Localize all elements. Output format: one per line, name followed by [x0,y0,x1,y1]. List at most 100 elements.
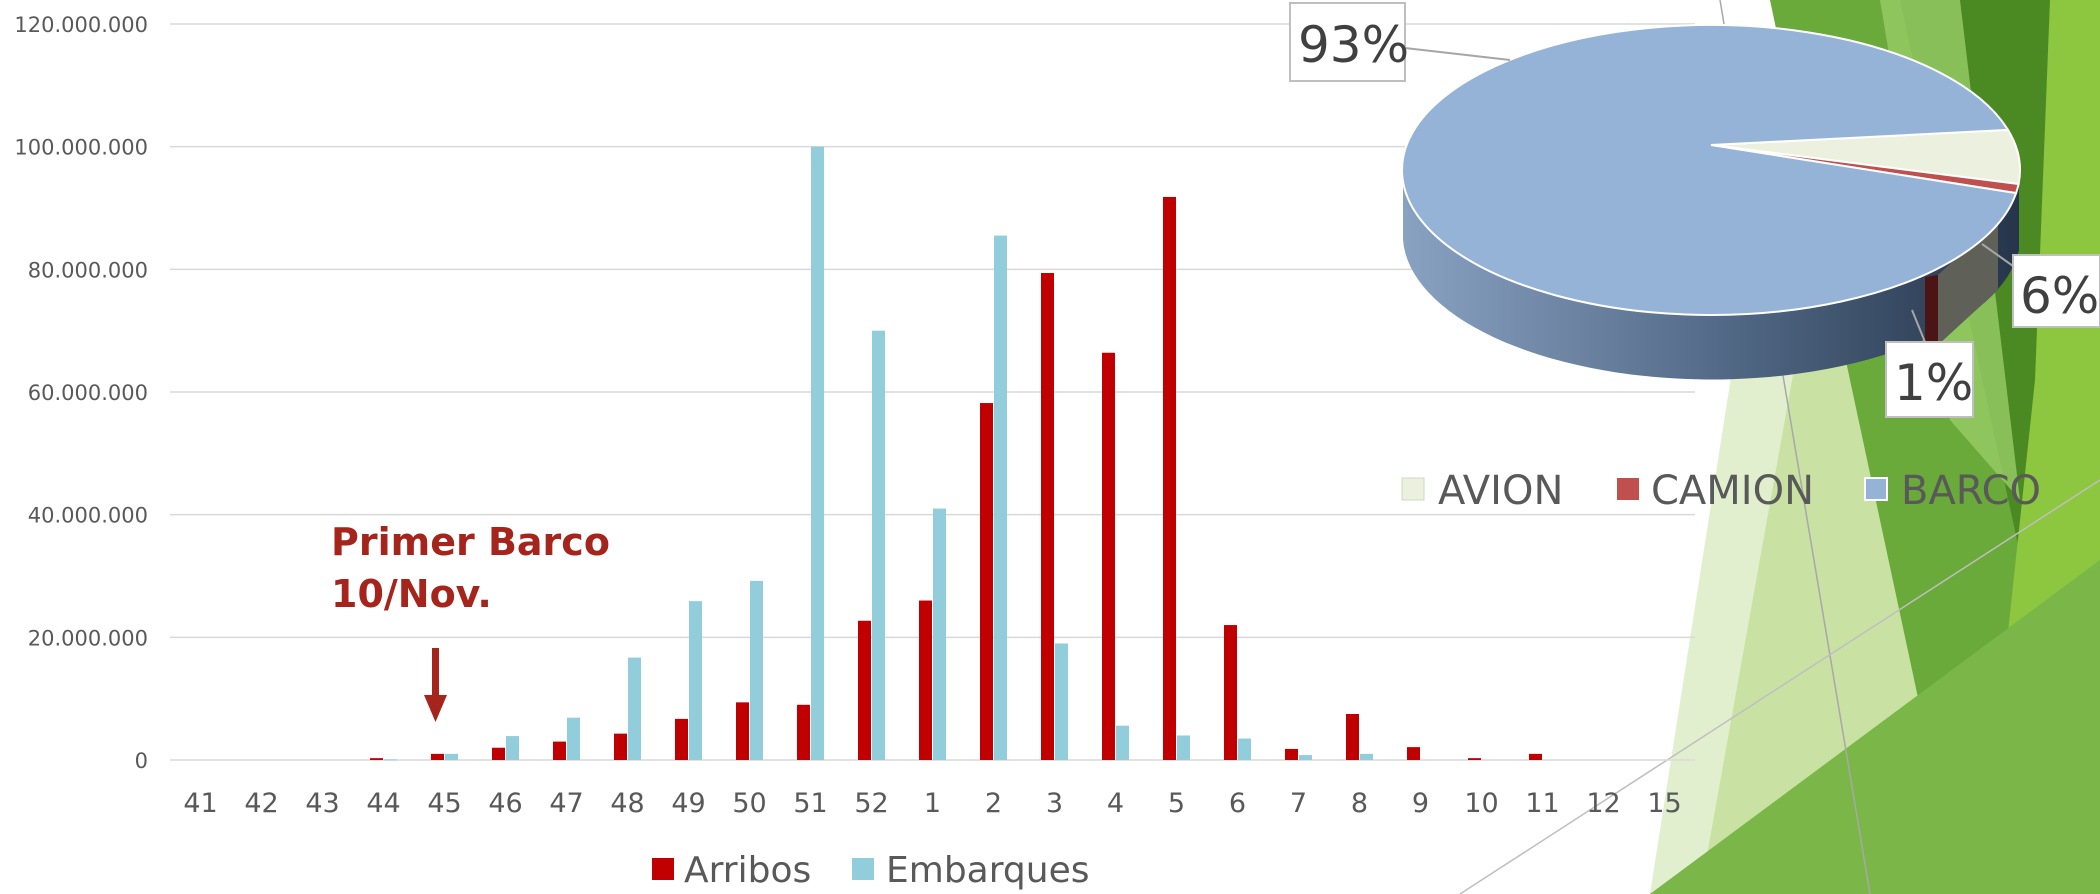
y-tick-label: 100.000.000 [14,136,148,160]
bar-arribos-52 [858,620,871,760]
bar-arribos-4 [1102,352,1115,760]
x-tick-label: 46 [488,788,522,819]
x-tick-label: 12 [1586,788,1620,819]
y-axis-labels: 0 20.000.000 40.000.000 60.000.000 80.000.00… [14,13,148,773]
bar-arribos-10 [1468,758,1481,760]
x-tick-label: 2 [985,788,1002,819]
x-tick-label: 47 [549,788,583,819]
deco-lower-panel [1650,560,2100,894]
x-tick-label: 49 [671,788,705,819]
bar-arribos-11 [1529,753,1542,760]
x-tick-label: 10 [1464,788,1498,819]
x-tick-label: 41 [183,788,217,819]
legend-label-embarques: Embarques [886,850,1089,891]
down-arrow-icon [424,648,447,722]
bar-embarques-1 [933,508,946,760]
bar-embarques-50 [750,580,763,760]
label-box-camion [1885,341,1974,418]
legend-swatch-camion [1617,478,1639,500]
x-tick-label: 5 [1168,788,1185,819]
x-tick-label: 48 [610,788,644,819]
bar-embarques-49 [689,601,702,760]
bar-arribos-3 [1041,273,1054,760]
bar-embarques-52 [872,330,885,760]
pie-side-camion [1925,275,1938,347]
x-tick-label: 7 [1290,788,1307,819]
x-tick-label: 45 [427,788,461,819]
leader-barco [1404,47,1511,61]
pie-side-avion [1938,220,1998,345]
bar-embarques-2 [994,235,1007,761]
leader-avion [1981,243,2014,267]
bar-embarques-7 [1299,755,1312,760]
pie-label-barco: 93% [1298,16,1409,74]
bar-arribos-45 [431,753,444,760]
pie-3d-body [1403,170,2019,380]
bar-arribos-47 [553,741,566,760]
annotation-primer-barco: Primer Barco 10/Nov. [331,520,610,722]
legend-label-camion: CAMION [1651,468,1814,514]
gridlines [170,23,1695,761]
x-tick-label: 4 [1107,788,1124,819]
y-tick-label: 60.000.000 [28,381,148,405]
x-tick-label: 51 [793,788,827,819]
deco-thin-line-2 [1459,479,2100,894]
x-tick-label: 44 [366,788,400,819]
annotation-line-2: 10/Nov. [331,572,492,616]
bar-arribos-7 [1285,748,1298,760]
x-tick-label: 11 [1525,788,1559,819]
legend-label-barco: BARCO [1901,468,2041,514]
bar-embarques-6 [1238,738,1251,760]
x-tick-label: 3 [1046,788,1063,819]
bar-embarques-4 [1116,725,1129,760]
x-tick-label: 42 [244,788,278,819]
x-tick-label: 50 [732,788,766,819]
bar-arribos-1 [919,600,932,760]
legend-label-avion: AVION [1438,468,1563,514]
bar-embarques-3 [1055,643,1068,760]
legend-swatch-arribos [652,858,674,880]
label-box-barco [1289,2,1406,82]
pie-top [1401,24,2022,316]
bar-series [370,146,1542,761]
bar-arribos-49 [675,718,688,760]
bar-embarques-5 [1177,735,1190,760]
x-tick-label: 15 [1647,788,1681,819]
bar-arribos-51 [797,704,810,760]
bar-legend: Arribos Embarques [652,850,1089,891]
x-tick-label: 9 [1412,788,1429,819]
bar-embarques-45 [445,753,458,760]
x-tick-label: 43 [305,788,339,819]
bar-embarques-51 [811,146,824,760]
bar-arribos-2 [980,403,993,760]
y-tick-label: 120.000.000 [14,13,148,37]
bar-embarques-8 [1360,753,1373,760]
bar-arribos-44 [370,758,383,760]
pie-side-barco [1403,170,2019,380]
y-tick-label: 80.000.000 [28,258,148,282]
x-tick-label: 8 [1351,788,1368,819]
bar-embarques-48 [628,657,641,760]
bar-arribos-8 [1346,714,1359,760]
pie-label-avion: 6% [2020,267,2099,325]
bar-embarques-47 [567,717,580,760]
annotation-line-1: Primer Barco [331,520,610,564]
y-tick-label: 40.000.000 [28,504,148,528]
x-tick-label: 6 [1229,788,1246,819]
bar-arribos-48 [614,733,627,760]
y-tick-label: 0 [135,749,148,773]
x-axis-labels: 41 42 43 44 45 46 47 48 49 50 51 52 1 2 3 4 5 6 7 8 9 10 11 12 1… [183,788,1681,819]
label-box-avion [2012,254,2100,328]
bar-arribos-50 [736,702,749,760]
pie-data-labels: 93% 6% 1% [1289,2,2100,418]
bar-arribos-46 [492,747,505,760]
legend-swatch-avion [1401,477,1425,501]
pie-legend: AVION CAMION BARCO [1401,468,2041,514]
legend-swatch-embarques [852,858,874,880]
x-tick-label: 1 [924,788,941,819]
pie-label-camion: 1% [1894,354,1973,412]
bar-arribos-6 [1224,625,1237,760]
x-tick-label: 52 [854,788,888,819]
